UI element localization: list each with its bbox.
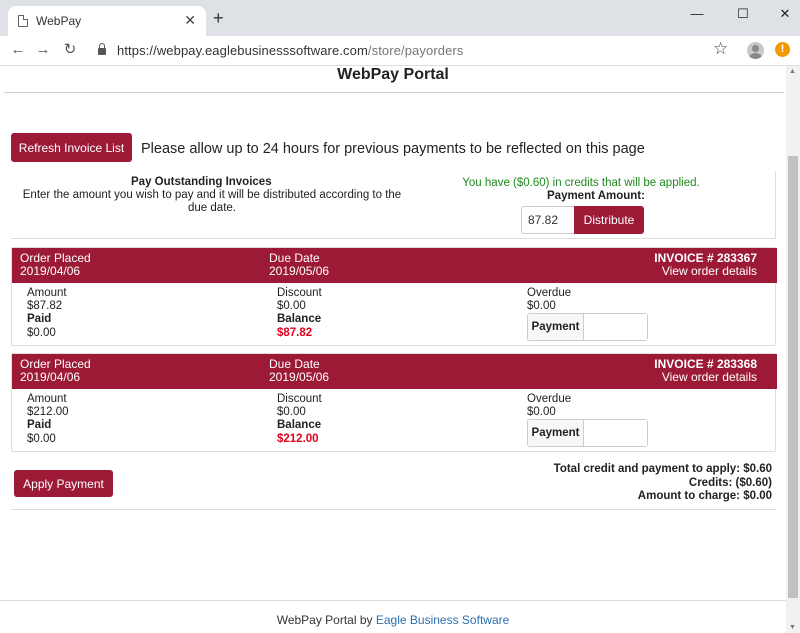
scroll-thumb[interactable] xyxy=(788,156,798,598)
overdue-label: Overdue xyxy=(527,287,572,299)
distribute-button[interactable]: Distribute xyxy=(574,206,644,234)
view-order-details-link[interactable]: View order details xyxy=(661,264,757,278)
invoice-number: INVOICE # 283367 xyxy=(654,251,757,265)
maximize-window-button[interactable]: ☐ xyxy=(737,6,749,21)
scroll-up-icon[interactable]: ▲ xyxy=(789,68,796,75)
page-footer: WebPay Portal by Eagle Business Software xyxy=(0,600,786,633)
invoice-header: Order Placed 2019/04/06 Due Date 2019/05… xyxy=(12,354,777,389)
apply-payment-button[interactable]: Apply Payment xyxy=(14,470,113,497)
invoice-card: Order Placed 2019/04/06 Due Date 2019/05… xyxy=(11,247,777,346)
address-bar[interactable]: https://webpay.eaglebusinesssoftware.com… xyxy=(117,43,463,58)
title-divider xyxy=(4,92,784,93)
amount-value: $212.00 xyxy=(27,406,69,418)
order-placed-date: 2019/04/06 xyxy=(20,370,81,384)
amount-label: Amount xyxy=(27,393,67,405)
close-window-button[interactable]: ✕ xyxy=(779,6,791,21)
new-tab-icon[interactable]: + xyxy=(213,8,224,28)
payment-amount-label: Payment Amount: xyxy=(547,190,645,202)
payment-label: Payment xyxy=(528,420,584,446)
total-to-apply: Total credit and payment to apply: $0.60 xyxy=(553,463,772,475)
order-placed-date: 2019/04/06 xyxy=(20,264,81,278)
due-date: 2019/05/06 xyxy=(269,264,330,278)
footer-text: WebPay Portal by xyxy=(276,613,376,627)
payment-field-group: Payment xyxy=(527,419,648,447)
scroll-down-icon[interactable]: ▼ xyxy=(789,624,796,631)
discount-label: Discount xyxy=(277,287,322,299)
refresh-invoice-list-button[interactable]: Refresh Invoice List xyxy=(11,133,132,162)
balance-label: Balance xyxy=(277,313,322,325)
balance-value: $87.82 xyxy=(277,327,313,339)
browser-tab[interactable]: WebPay ✕ xyxy=(8,6,206,36)
eagle-business-software-link[interactable]: Eagle Business Software xyxy=(375,613,510,627)
url-host: https://webpay.eaglebusinesssoftware.com xyxy=(117,43,368,58)
balance-label: Balance xyxy=(277,419,322,431)
tab-title: WebPay xyxy=(36,14,82,28)
browser-toolbar: ← → ↻ https://webpay.eaglebusinesssoftwa… xyxy=(0,36,800,66)
due-date: 2019/05/06 xyxy=(269,370,330,384)
payment-field-group: Payment xyxy=(527,313,648,341)
credit-note: You have ($0.60) in credits that will be… xyxy=(462,177,700,189)
overdue-label: Overdue xyxy=(527,393,572,405)
overdue-value: $0.00 xyxy=(527,406,556,418)
close-tab-icon[interactable]: ✕ xyxy=(184,12,196,28)
paid-value: $0.00 xyxy=(27,327,56,339)
due-date-label: Due Date xyxy=(269,251,320,265)
pay-outstanding-panel: Pay Outstanding Invoices Enter the amoun… xyxy=(11,171,776,239)
lock-icon[interactable] xyxy=(98,43,106,55)
payment-totals: Total credit and payment to apply: $0.60… xyxy=(554,463,772,504)
reload-icon[interactable]: ↻ xyxy=(63,41,77,58)
invoice-card: Order Placed 2019/04/06 Due Date 2019/05… xyxy=(11,353,777,452)
bookmark-star-icon[interactable]: ☆ xyxy=(713,39,729,58)
invoice-payment-input[interactable] xyxy=(585,314,647,340)
balance-value: $212.00 xyxy=(277,433,319,445)
order-placed-label: Order Placed xyxy=(20,251,91,265)
invoice-payment-input[interactable] xyxy=(585,420,647,446)
url-path: /store/payorders xyxy=(367,43,464,58)
amount-to-charge: Amount to charge: $0.00 xyxy=(637,490,772,502)
payment-label: Payment xyxy=(528,314,584,340)
page-icon xyxy=(18,15,28,27)
paid-value: $0.00 xyxy=(27,433,56,445)
page-scrollbar[interactable]: ▲ ▼ xyxy=(786,66,800,633)
discount-label: Discount xyxy=(277,393,322,405)
credits-total: Credits: ($0.60) xyxy=(688,476,772,489)
account-icon[interactable] xyxy=(747,42,764,59)
invoice-number: INVOICE # 283368 xyxy=(654,357,757,371)
page-title: WebPay Portal xyxy=(337,66,449,83)
paid-label: Paid xyxy=(27,313,52,325)
browser-titlebar: WebPay ✕ + — ☐ ✕ xyxy=(0,0,800,36)
forward-icon[interactable]: → xyxy=(35,41,51,58)
invoice-header: Order Placed 2019/04/06 Due Date 2019/05… xyxy=(12,248,777,283)
back-icon[interactable]: ← xyxy=(10,41,26,58)
overdue-value: $0.00 xyxy=(527,300,556,312)
discount-value: $0.00 xyxy=(277,406,306,418)
update-alert-icon[interactable]: ! xyxy=(775,42,790,57)
order-placed-label: Order Placed xyxy=(20,357,91,371)
summary-divider xyxy=(11,509,776,510)
pay-outstanding-heading: Pay Outstanding Invoices xyxy=(131,176,272,188)
payment-delay-notice: Please allow up to 24 hours for previous… xyxy=(141,141,645,157)
minimize-window-button[interactable]: — xyxy=(690,6,704,21)
amount-label: Amount xyxy=(27,287,67,299)
payment-amount-input[interactable] xyxy=(521,206,575,234)
amount-value: $87.82 xyxy=(27,300,63,312)
pay-outstanding-description: Enter the amount you wish to pay and it … xyxy=(22,189,402,214)
due-date-label: Due Date xyxy=(269,357,320,371)
discount-value: $0.00 xyxy=(277,300,306,312)
paid-label: Paid xyxy=(27,419,52,431)
view-order-details-link[interactable]: View order details xyxy=(661,370,757,384)
